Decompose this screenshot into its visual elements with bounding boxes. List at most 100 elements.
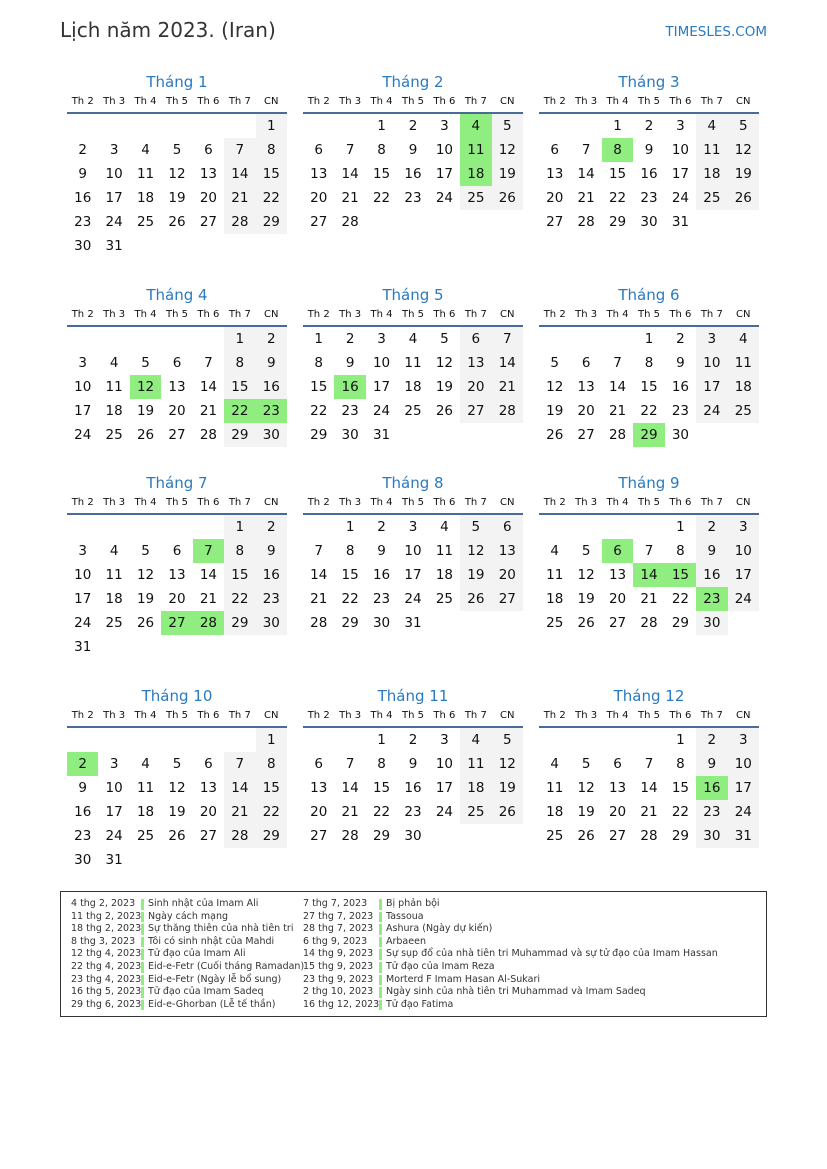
day-cell: 3 bbox=[676, 118, 685, 134]
day-cell: 8 bbox=[676, 756, 685, 772]
day-cell: 13 bbox=[168, 567, 186, 583]
day-cell: 25 bbox=[404, 403, 422, 419]
day-cell: 16 bbox=[671, 379, 690, 395]
holiday-date: 8 thg 3, 2023 bbox=[71, 935, 136, 947]
day-cell: 15 bbox=[310, 379, 328, 395]
empty-cell bbox=[539, 728, 570, 752]
holiday-date: 2 thg 10, 2023 bbox=[303, 986, 374, 998]
day-cell: 6 bbox=[460, 327, 492, 351]
holiday-day-cell: 11 bbox=[460, 138, 492, 162]
day-cell: 14 bbox=[224, 162, 256, 186]
day-cell: 13 bbox=[199, 780, 218, 796]
empty-cell bbox=[602, 327, 633, 351]
day-cell: 27 bbox=[199, 828, 218, 844]
brand-link[interactable]: TIMESLES.COM bbox=[665, 24, 767, 40]
holiday-marker bbox=[141, 974, 144, 986]
weekday-label: Th 6 bbox=[433, 309, 456, 320]
day-cell: 21 bbox=[577, 190, 595, 206]
weekday-label: Th 7 bbox=[228, 497, 251, 508]
weekday-label: Th 4 bbox=[134, 710, 157, 721]
day-cell: 6 bbox=[172, 355, 182, 371]
day-cell: 13 bbox=[310, 166, 328, 182]
holiday-row: 23 thg 9, 2023 Morterd F Imam Hasan Al-Su… bbox=[303, 974, 718, 987]
day-cell: 24 bbox=[105, 214, 123, 230]
day-cell: 28 bbox=[491, 399, 523, 423]
empty-cell bbox=[67, 728, 98, 752]
holiday-day-cell: 12 bbox=[129, 375, 162, 399]
weekday-label: Th 3 bbox=[103, 96, 126, 107]
holiday-name: Tử đạo của Imam Reza bbox=[386, 960, 495, 972]
day-cell: 28 bbox=[640, 615, 658, 631]
holiday-marker bbox=[141, 961, 144, 973]
holiday-row: 16 thg 12, 2023 Tử đạo Fatima bbox=[303, 999, 718, 1012]
day-cell: 26 bbox=[460, 587, 492, 611]
holiday-row: 22 thg 4, 2023 Eid-e-Fetr (Cuối tháng Ram… bbox=[71, 961, 304, 974]
day-cell: 5 bbox=[172, 142, 182, 158]
weekday-label: CN bbox=[736, 497, 751, 508]
day-cell: 9 bbox=[676, 355, 685, 371]
day-cell: 20 bbox=[168, 403, 186, 419]
weekday-label: Th 6 bbox=[197, 710, 220, 721]
day-cell: 1 bbox=[377, 118, 386, 134]
month-title: Tháng 4 bbox=[146, 286, 208, 304]
day-cell: 10 bbox=[435, 756, 454, 772]
day-cell: 8 bbox=[255, 752, 287, 776]
day-cell: 30 bbox=[671, 427, 690, 443]
day-cell: 12 bbox=[168, 780, 186, 796]
day-cell: 22 bbox=[372, 190, 391, 206]
holiday-day-cell: 6 bbox=[601, 539, 634, 563]
empty-cell bbox=[193, 515, 224, 539]
day-cell: 14 bbox=[640, 780, 658, 796]
weekday-header: Th 2 Th 3 Th 4 Th 5 Th 6 Th 7 CN bbox=[539, 497, 759, 515]
day-cell: 12 bbox=[727, 138, 759, 162]
day-cell: 15 bbox=[255, 162, 287, 186]
day-cell: 19 bbox=[136, 591, 155, 607]
day-cell: 30 bbox=[696, 824, 728, 848]
day-cell: 1 bbox=[676, 519, 685, 535]
day-cell: 20 bbox=[546, 190, 564, 206]
day-cell: 5 bbox=[550, 355, 559, 371]
day-cell: 31 bbox=[671, 214, 690, 230]
weekday-label: Th 2 bbox=[71, 96, 94, 107]
day-cell: 23 bbox=[404, 804, 422, 820]
day-cell: 23 bbox=[341, 403, 359, 419]
day-cell: 23 bbox=[74, 214, 92, 230]
day-cell: 22 bbox=[224, 587, 256, 611]
day-cell: 16 bbox=[255, 563, 287, 587]
weekday-label: Th 7 bbox=[228, 309, 251, 320]
weekday-header: Th 2 Th 3 Th 4 Th 5 Th 6 Th 7 CN bbox=[303, 497, 523, 515]
holiday-name: Tử đạo Fatima bbox=[386, 998, 454, 1010]
weekday-label: Th 2 bbox=[307, 309, 330, 320]
holiday-row: 7 thg 7, 2023 Bị phản bội bbox=[303, 898, 718, 911]
day-cell: 18 bbox=[546, 591, 564, 607]
weekday-label: Th 5 bbox=[401, 710, 424, 721]
holiday-date: 16 thg 5, 2023 bbox=[71, 986, 142, 998]
month-calendar: Tháng 11 Th 2 Th 3 Th 4 Th 5 Th 6 Th 7 CN 1 2 3 4 5 6… bbox=[303, 686, 523, 848]
day-cell: 23 bbox=[255, 587, 287, 611]
day-cell: 20 bbox=[168, 591, 186, 607]
day-cell: 23 bbox=[671, 403, 690, 419]
holiday-row: 4 thg 2, 2023 Sinh nhật của Imam Ali bbox=[71, 898, 304, 911]
month-title: Tháng 10 bbox=[141, 687, 213, 705]
holiday-day-cell: 22 bbox=[224, 399, 256, 423]
day-cell: 17 bbox=[404, 567, 422, 583]
weekday-label: Th 4 bbox=[606, 96, 629, 107]
month-calendar: Tháng 9 Th 2 Th 3 Th 4 Th 5 Th 6 Th 7 CN 1 2 3 4 5 6 7… bbox=[539, 473, 759, 635]
day-cell: 20 bbox=[608, 591, 627, 607]
day-cell: 11 bbox=[105, 567, 123, 583]
weekday-header: Th 2 Th 3 Th 4 Th 5 Th 6 Th 7 CN bbox=[539, 96, 759, 114]
holiday-name: Ngày sinh của nhà tiên tri Muhammad và I… bbox=[386, 986, 646, 998]
weekday-label: CN bbox=[736, 96, 751, 107]
weekday-label: Th 7 bbox=[228, 96, 251, 107]
day-grid: 1 2 3 4 5 6 7 8 9 10 11 12 13 14 15 16 17 18 19 20 21 22 23 24 2… bbox=[539, 515, 759, 635]
holiday-name: Sinh nhật của Imam Ali bbox=[148, 898, 259, 909]
day-cell: 14 bbox=[608, 379, 627, 395]
weekday-label: Th 6 bbox=[433, 710, 456, 721]
day-cell: 3 bbox=[727, 728, 759, 752]
day-cell: 24 bbox=[105, 828, 123, 844]
day-cell: 24 bbox=[372, 403, 391, 419]
day-cell: 28 bbox=[341, 214, 359, 230]
empty-cell bbox=[334, 114, 365, 138]
weekday-label: Th 5 bbox=[637, 309, 660, 320]
